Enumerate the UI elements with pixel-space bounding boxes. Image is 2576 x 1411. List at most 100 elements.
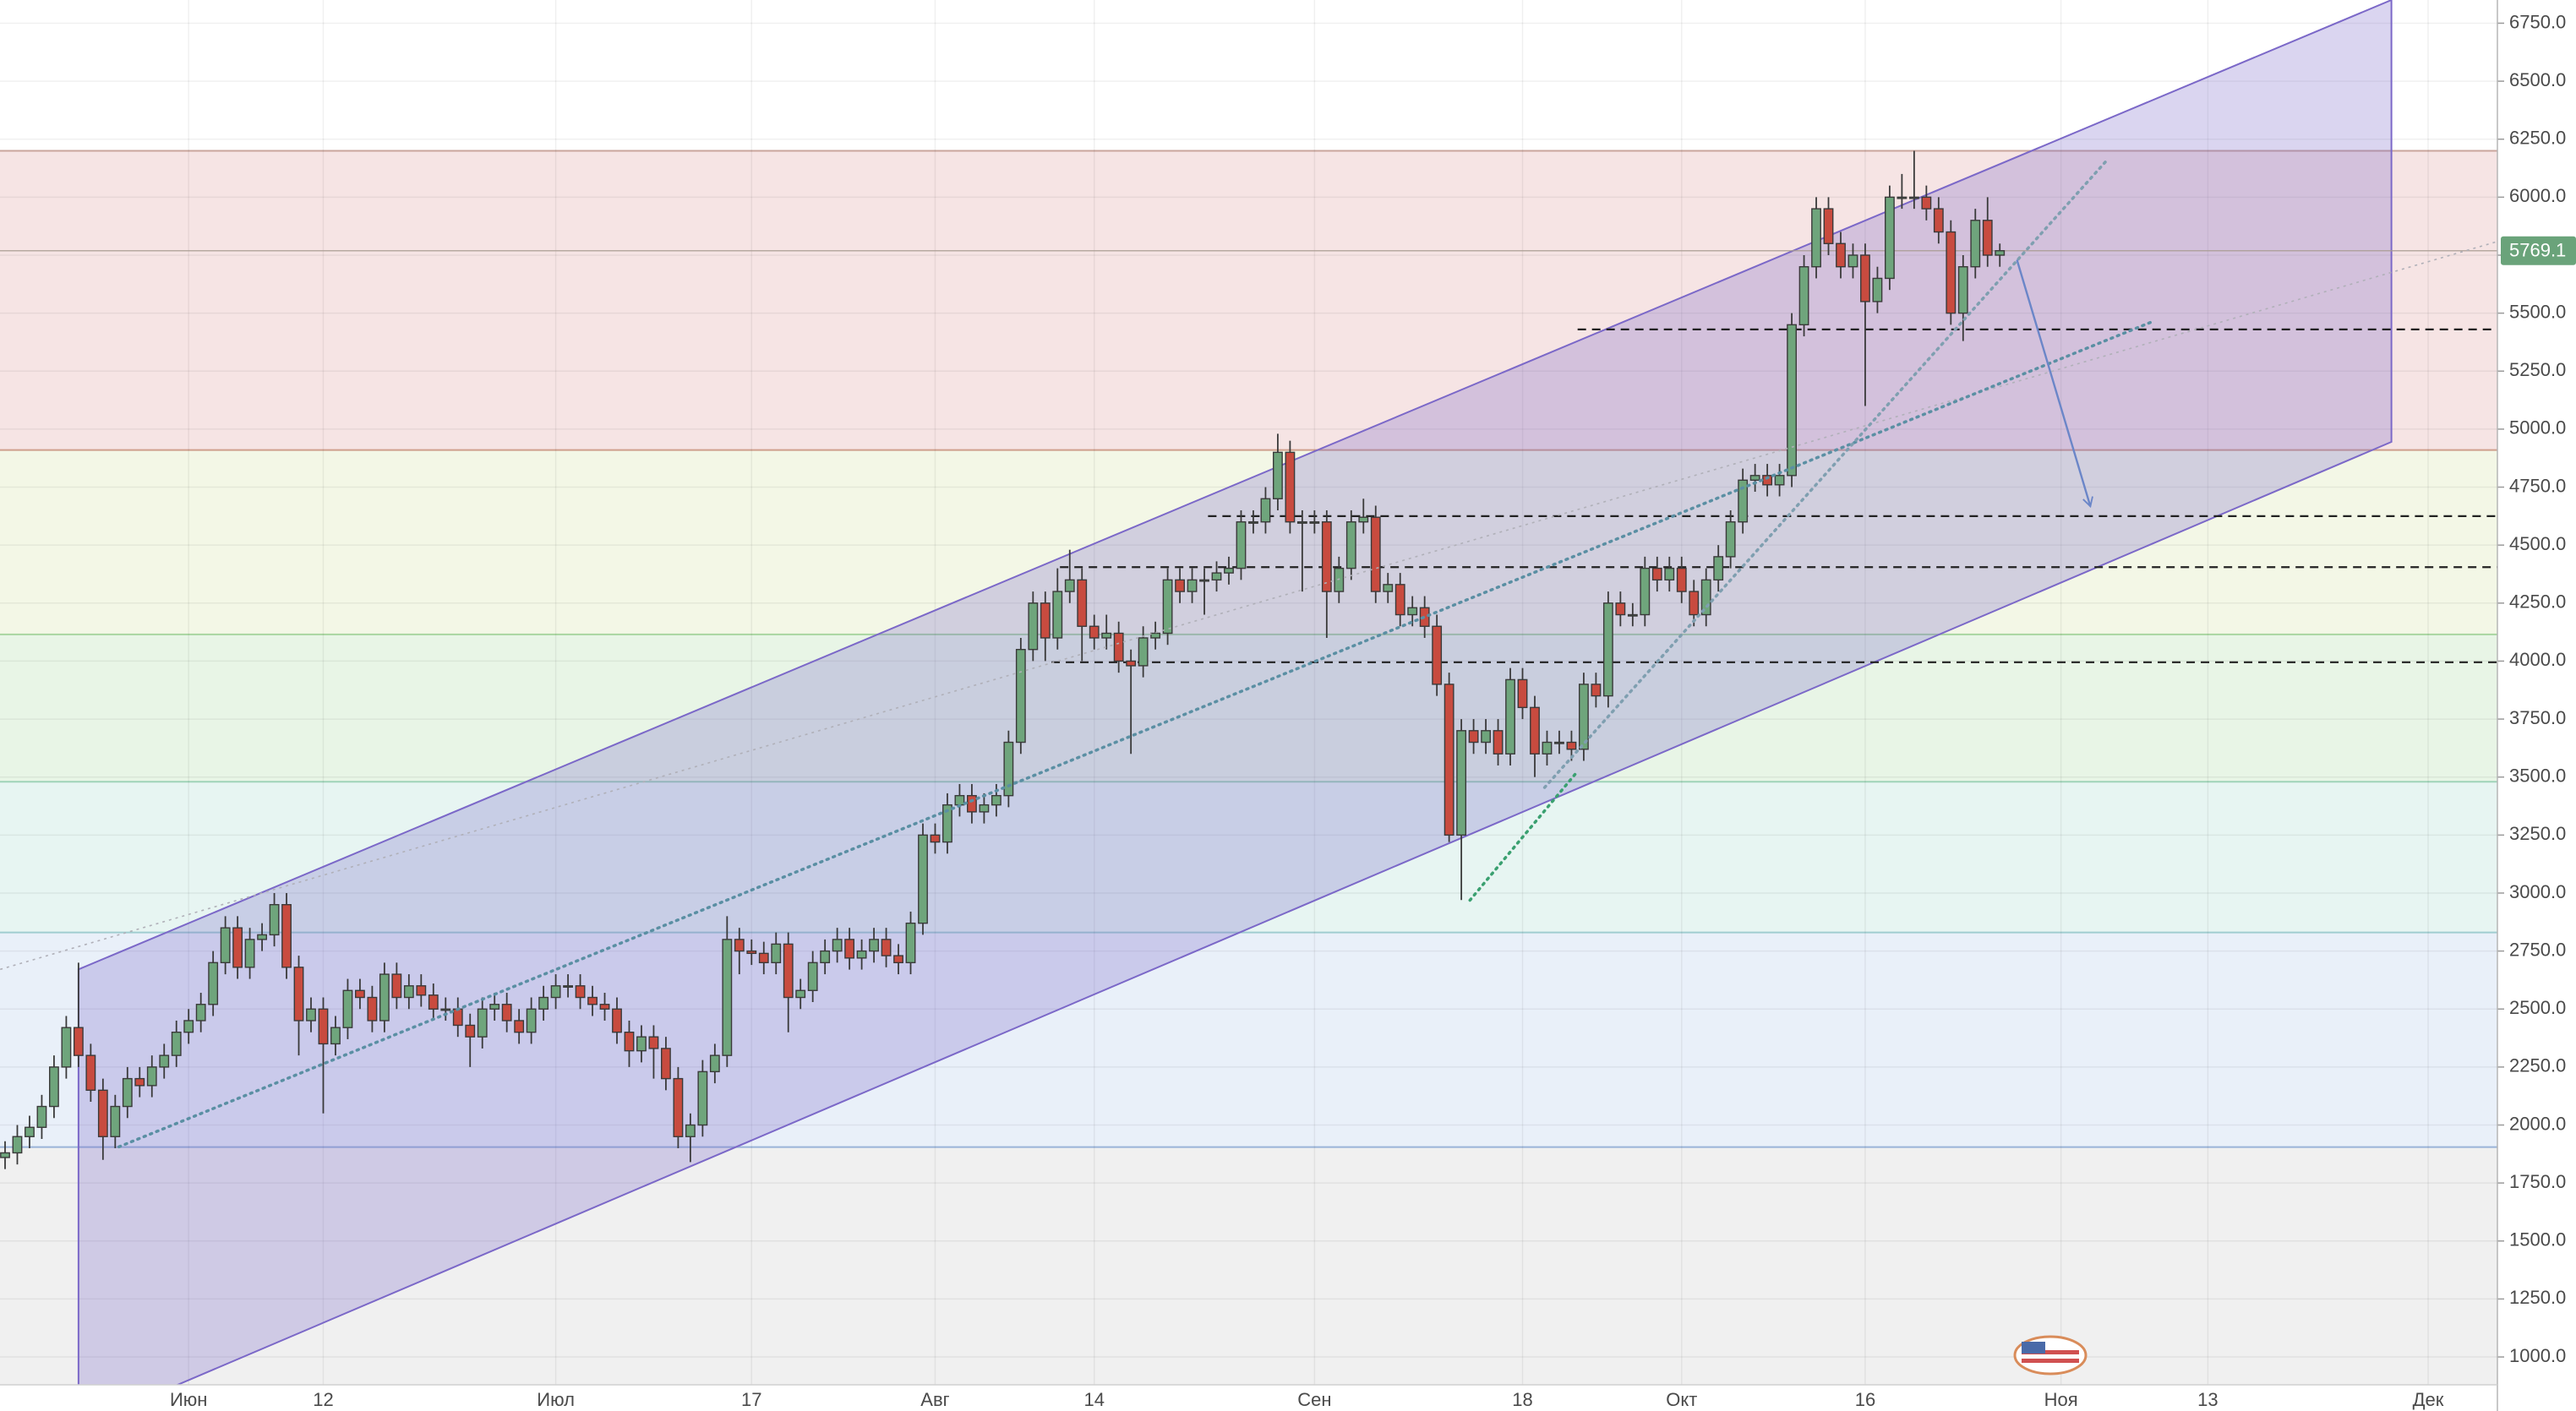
candle-body [636,1036,647,1052]
y-tick-label: 3000.0 [2509,881,2566,902]
candle-body [293,967,304,1021]
y-tick-label: 2500.0 [2509,997,2566,1018]
candle-body [844,939,855,959]
candle-body [1738,479,1749,523]
candle-body [1554,741,1564,744]
y-tick-label: 4000.0 [2509,649,2566,670]
last-price-label: 5769.1 [2509,240,2566,261]
candle-body [954,794,965,806]
candle-body [1946,231,1957,314]
candle-body [1713,556,1724,581]
candle-body [1199,579,1209,582]
candle-body [465,1024,476,1038]
candle-body [1676,567,1687,592]
candle-body [709,1054,720,1073]
x-tick-label: Сен [1297,1389,1331,1410]
candle-body [1885,196,1895,280]
candle-body [452,1008,463,1027]
candle-body [195,1004,206,1021]
candle-body [403,985,414,999]
candle-body [501,1004,512,1021]
candle-body [1040,602,1051,639]
candle-body [538,996,549,1010]
candle-body [110,1105,121,1137]
candle-body [73,1027,84,1056]
candle-body [893,955,903,964]
candle-body [1003,741,1014,797]
candle-body [306,1008,316,1021]
price-zone [0,634,2497,782]
candle-body [1908,196,1919,199]
candle-body [1602,602,1613,697]
candle-body [1517,678,1528,709]
candle-body [244,939,255,968]
candle-body [1566,741,1577,750]
candle-body [967,794,977,813]
y-tick-label: 1000.0 [2509,1345,2566,1366]
candle-body [1591,684,1602,697]
candle-body [25,1126,35,1137]
candle-body [1358,516,1369,523]
candle-body [1334,567,1345,592]
candle-body [1211,572,1222,581]
candle-body [122,1077,133,1108]
candle-body [1296,521,1307,524]
candle-body [1651,567,1662,581]
candle-body [661,1048,671,1080]
candle-body [49,1066,59,1108]
candle-body [379,973,390,1021]
candle-body [146,1066,157,1087]
candle-body [1150,632,1161,639]
y-tick-label: 4250.0 [2509,591,2566,613]
x-tick-label: Июл [537,1389,575,1410]
candle-body [1383,584,1394,592]
candle-body [134,1077,145,1087]
candle-body [1897,196,1907,199]
candle-body [514,1020,525,1033]
candle-body [61,1027,72,1068]
candle-body [342,989,353,1028]
candle-body [1847,254,1858,268]
candle-body [758,952,769,964]
trend-line [0,241,2497,971]
y-tick-label: 6750.0 [2509,11,2566,32]
trend-line [2016,259,2093,509]
candle-body [1860,254,1870,302]
candle-body [36,1105,47,1128]
candle-body [1627,613,1638,617]
y-tick-label: 6250.0 [2509,128,2566,149]
y-tick-label: 3250.0 [2509,823,2566,844]
candle-body [881,939,892,956]
x-tick-label: 16 [1855,1389,1875,1410]
candle-body [1933,208,1944,233]
candle-body [355,989,365,999]
candle-body [783,943,794,999]
candle-body [1798,266,1809,326]
candle-body [1982,220,1993,256]
candle-body [869,939,879,952]
candle-body [1260,498,1271,523]
candle-body [281,904,292,968]
y-tick-label: 2250.0 [2509,1055,2566,1076]
candle-body [563,985,573,988]
candle-body [1872,277,1883,302]
candle-body [391,973,402,999]
candle-body [587,996,598,1005]
candle-body [1015,649,1026,744]
logo-badge [2013,1335,2088,1376]
candle-body [1236,521,1247,569]
last-price-tag [2501,236,2576,265]
candle-body [477,1008,488,1038]
candle-body [795,989,806,999]
candle-body [1957,266,1968,314]
trend-line [1468,770,1580,902]
candle-body [1787,324,1797,477]
candle-body [220,927,231,964]
candle-body [820,950,831,964]
candle-body [1089,625,1100,639]
candle-body [1309,521,1320,524]
trend-line [1542,158,2109,789]
candle-body [856,950,867,959]
candle-body [905,922,916,964]
